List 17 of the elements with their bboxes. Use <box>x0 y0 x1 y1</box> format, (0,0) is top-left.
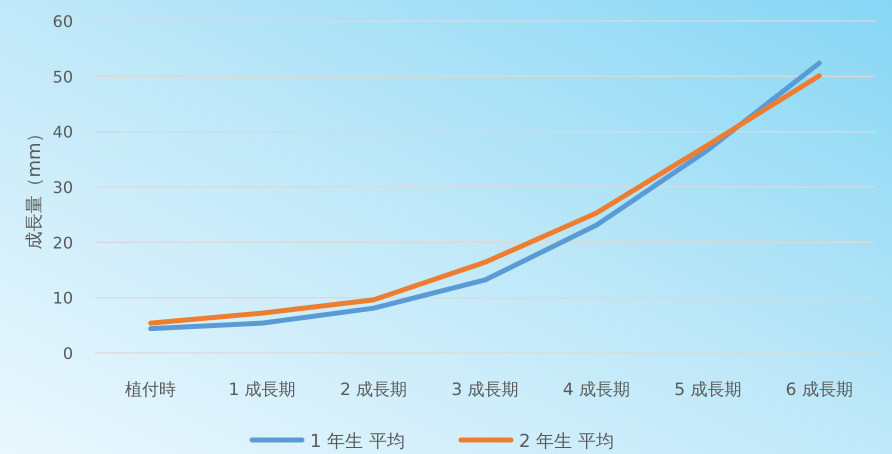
x-tick-label: 植付時 <box>125 380 176 400</box>
y-axis-title: 成長量（mm） <box>24 124 45 250</box>
y-tick-label: 50 <box>52 67 73 86</box>
y-tick-label: 0 <box>62 344 73 363</box>
y-tick-label: 10 <box>52 288 73 308</box>
y-tick-label: 40 <box>52 122 73 142</box>
x-tick-label: 6 成長期 <box>786 380 853 400</box>
legend-label: 1 年生 平均 <box>310 431 405 452</box>
x-tick-label: 4 成長期 <box>562 380 630 400</box>
y-tick-label: 30 <box>52 178 73 197</box>
legend-label: 2 年生 平均 <box>519 431 614 452</box>
y-tick-label: 60 <box>52 12 73 31</box>
x-tick-label: 1 成長期 <box>228 380 296 400</box>
x-tick-label: 2 成長期 <box>340 380 408 400</box>
x-tick-label: 5 成長期 <box>674 380 742 400</box>
x-tick-label: 3 成長期 <box>451 380 519 400</box>
y-tick-label: 20 <box>52 233 73 252</box>
